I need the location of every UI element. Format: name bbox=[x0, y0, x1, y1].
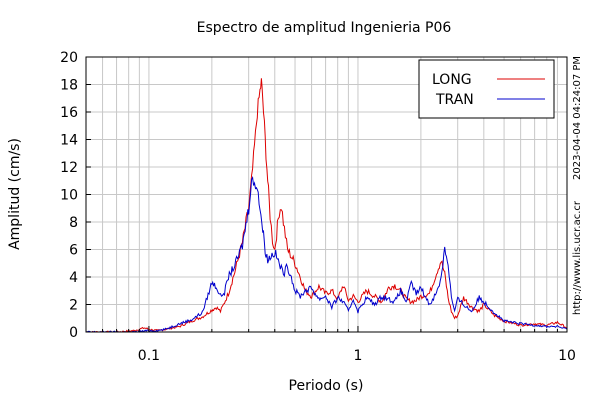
y-tick-label: 10 bbox=[60, 188, 78, 204]
legend-box bbox=[418, 59, 555, 119]
y-tick-label: 2 bbox=[69, 298, 78, 314]
chart-title: Espectro de amplitud Ingenieria P06 bbox=[197, 20, 452, 36]
y-tick-label: 16 bbox=[60, 105, 78, 121]
y-tick-label: 4 bbox=[69, 270, 78, 286]
timestamp-annotation: 2023-04-04 04:24:07 PM bbox=[572, 56, 583, 180]
x-tick-label: 1 bbox=[354, 348, 363, 364]
series-group bbox=[85, 78, 568, 333]
y-tick-label: 0 bbox=[69, 325, 78, 341]
y-tick-label: 20 bbox=[60, 50, 78, 66]
y-tick-label: 6 bbox=[69, 243, 78, 259]
legend: LONG TRAN bbox=[418, 59, 555, 119]
axes: 0 2 4 6 8 10 12 14 16 18 20 0.1 1 10 bbox=[60, 50, 576, 364]
x-axis-label: Periodo (s) bbox=[289, 378, 364, 394]
y-tick-label: 14 bbox=[60, 133, 78, 149]
y-tick-label: 8 bbox=[69, 215, 78, 231]
x-tick-label: 0.1 bbox=[138, 348, 160, 364]
y-tick-label: 12 bbox=[60, 160, 78, 176]
series-line-long bbox=[85, 78, 568, 333]
source-url-annotation: http://www.lis.ucr.ac.cr bbox=[572, 200, 583, 315]
series-line-tran bbox=[85, 176, 568, 333]
y-tick-label: 18 bbox=[60, 78, 78, 94]
x-tick-label: 10 bbox=[558, 348, 576, 364]
legend-label-tran: TRAN bbox=[435, 92, 474, 108]
legend-label-long: LONG bbox=[432, 72, 472, 88]
y-axis-label: Amplitud (cm/s) bbox=[7, 138, 23, 250]
